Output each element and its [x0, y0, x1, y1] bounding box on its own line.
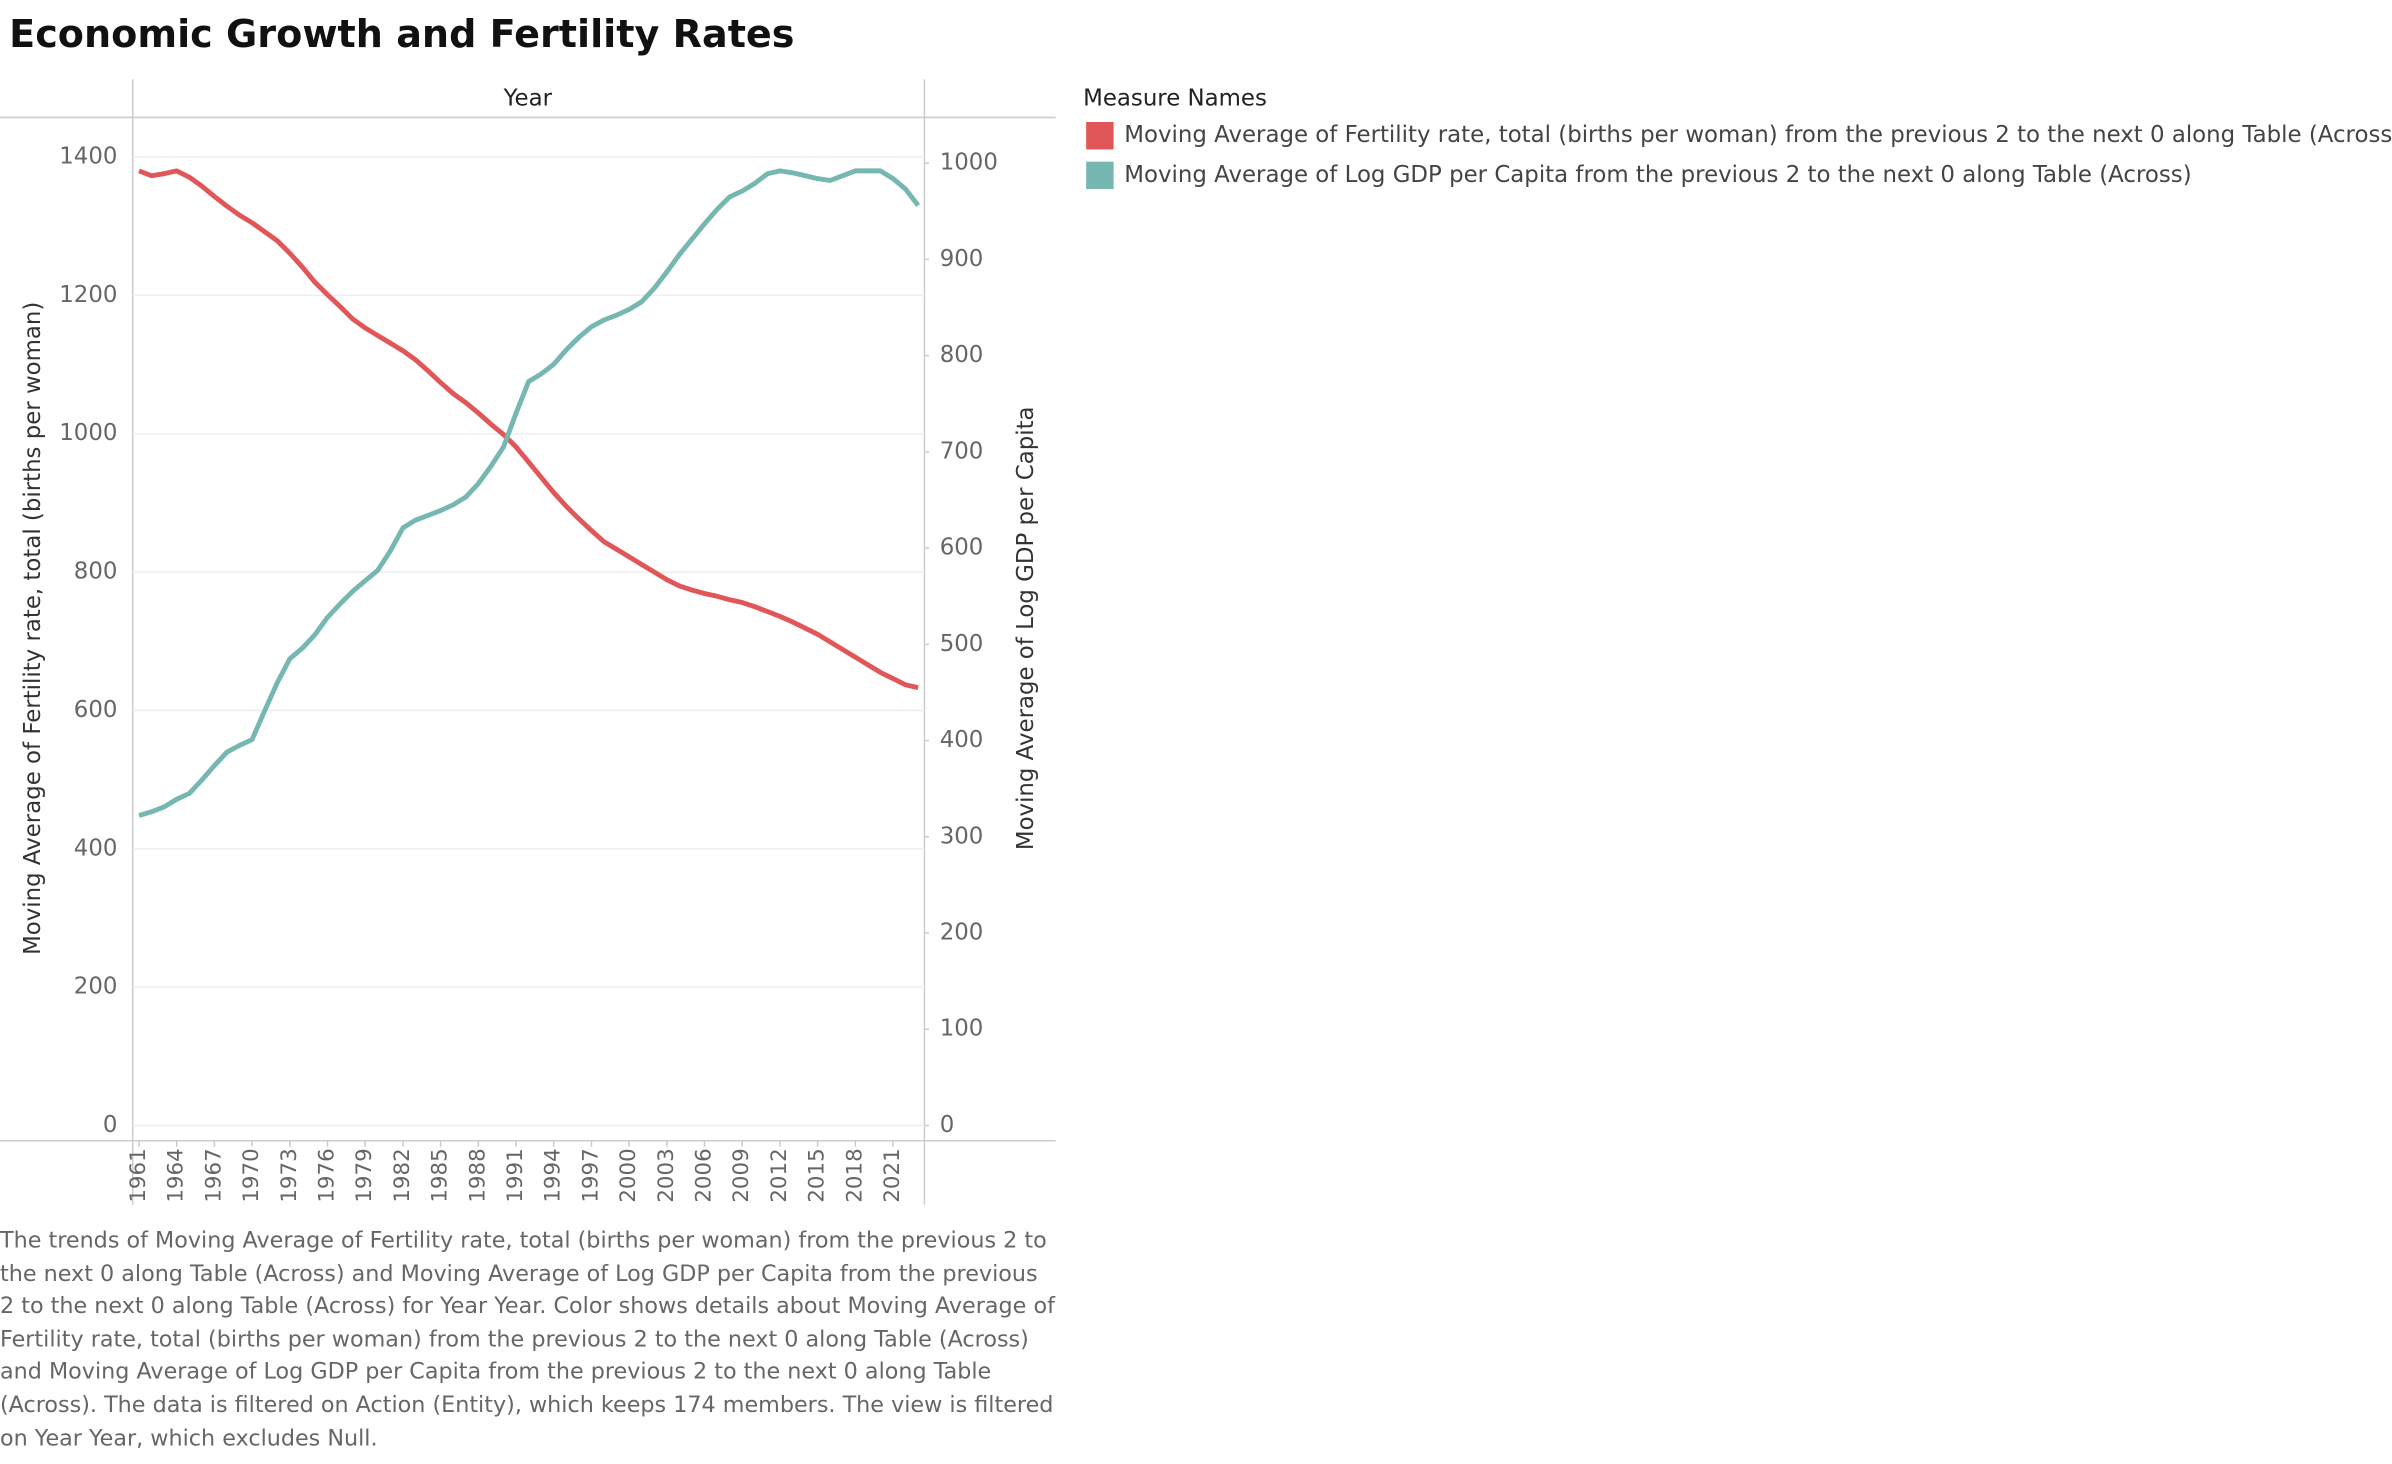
x-tick-label: 1979	[352, 1148, 377, 1202]
y-tick-label: 800	[74, 559, 118, 585]
legend-title: Measure Names	[1083, 86, 1267, 112]
y-tick-label: 1400	[59, 144, 117, 170]
y2-tick-label: 800	[940, 342, 984, 368]
y-tick-label: 1000	[59, 420, 117, 446]
x-tick-label: 2012	[767, 1148, 792, 1202]
y-tick-label: 200	[74, 974, 118, 1000]
caption: The trends of Moving Average of Fertilit…	[0, 1227, 1055, 1452]
y2-tick-label: 100	[940, 1016, 984, 1042]
y2-tick-label: 0	[940, 1112, 955, 1138]
chart-title: Economic Growth and Fertility Rates	[9, 12, 794, 56]
legend-label: Moving Average of Log GDP per Capita fro…	[1124, 162, 2191, 188]
y2-tick-label: 900	[940, 246, 984, 272]
y-tick-label: 0	[103, 1112, 118, 1138]
legend-swatch	[1086, 122, 1114, 150]
y2-tick-label: 300	[940, 823, 984, 849]
x-tick-label: 1994	[541, 1148, 566, 1202]
series-line	[138, 168, 919, 690]
y2-tick-label: 600	[940, 535, 984, 561]
legend-label: Moving Average of Fertility rate, total …	[1124, 122, 2392, 148]
x-tick-label: 1988	[465, 1148, 490, 1202]
x-tick-label: 1970	[239, 1148, 264, 1202]
chart: Economic Growth and Fertility Rates Year…	[0, 12, 2392, 1205]
y-tick-label: 600	[74, 697, 118, 723]
y2-tick-label: 1000	[940, 150, 998, 176]
x-tick-label: 1961	[126, 1148, 151, 1202]
x-tick-label: 2000	[616, 1148, 641, 1202]
y2-tick-label: 200	[940, 919, 984, 945]
x-tick-label: 2015	[805, 1148, 830, 1202]
x-tick-label: 1982	[390, 1148, 415, 1202]
y2-axis-title: Moving Average of Log GDP per Capita	[1013, 406, 1039, 850]
y-axis-title: Moving Average of Fertility rate, total …	[20, 302, 46, 955]
y2-tick-label: 500	[940, 631, 984, 657]
y2-tick-label: 400	[940, 727, 984, 753]
y2-tick-label: 700	[940, 438, 984, 464]
x-tick-label: 1991	[503, 1148, 528, 1202]
x-tick-label: 2006	[692, 1148, 717, 1202]
x-tick-label: 2003	[654, 1148, 679, 1202]
x-tick-label: 1976	[315, 1148, 340, 1202]
x-tick-label: 1997	[578, 1148, 603, 1202]
x-tick-label: 2021	[880, 1148, 905, 1202]
x-tick-label: 2018	[842, 1148, 867, 1202]
x-tick-label: 1964	[164, 1148, 189, 1202]
x-axis-title: Year	[503, 86, 553, 112]
series-line	[138, 168, 921, 818]
legend-swatch	[1086, 161, 1114, 190]
y-tick-label: 1200	[59, 282, 117, 308]
x-tick-label: 1973	[277, 1148, 302, 1202]
x-tick-label: 2009	[729, 1148, 754, 1202]
x-tick-label: 1967	[201, 1148, 226, 1202]
x-tick-label: 1985	[428, 1148, 453, 1202]
y-tick-label: 400	[74, 835, 118, 861]
